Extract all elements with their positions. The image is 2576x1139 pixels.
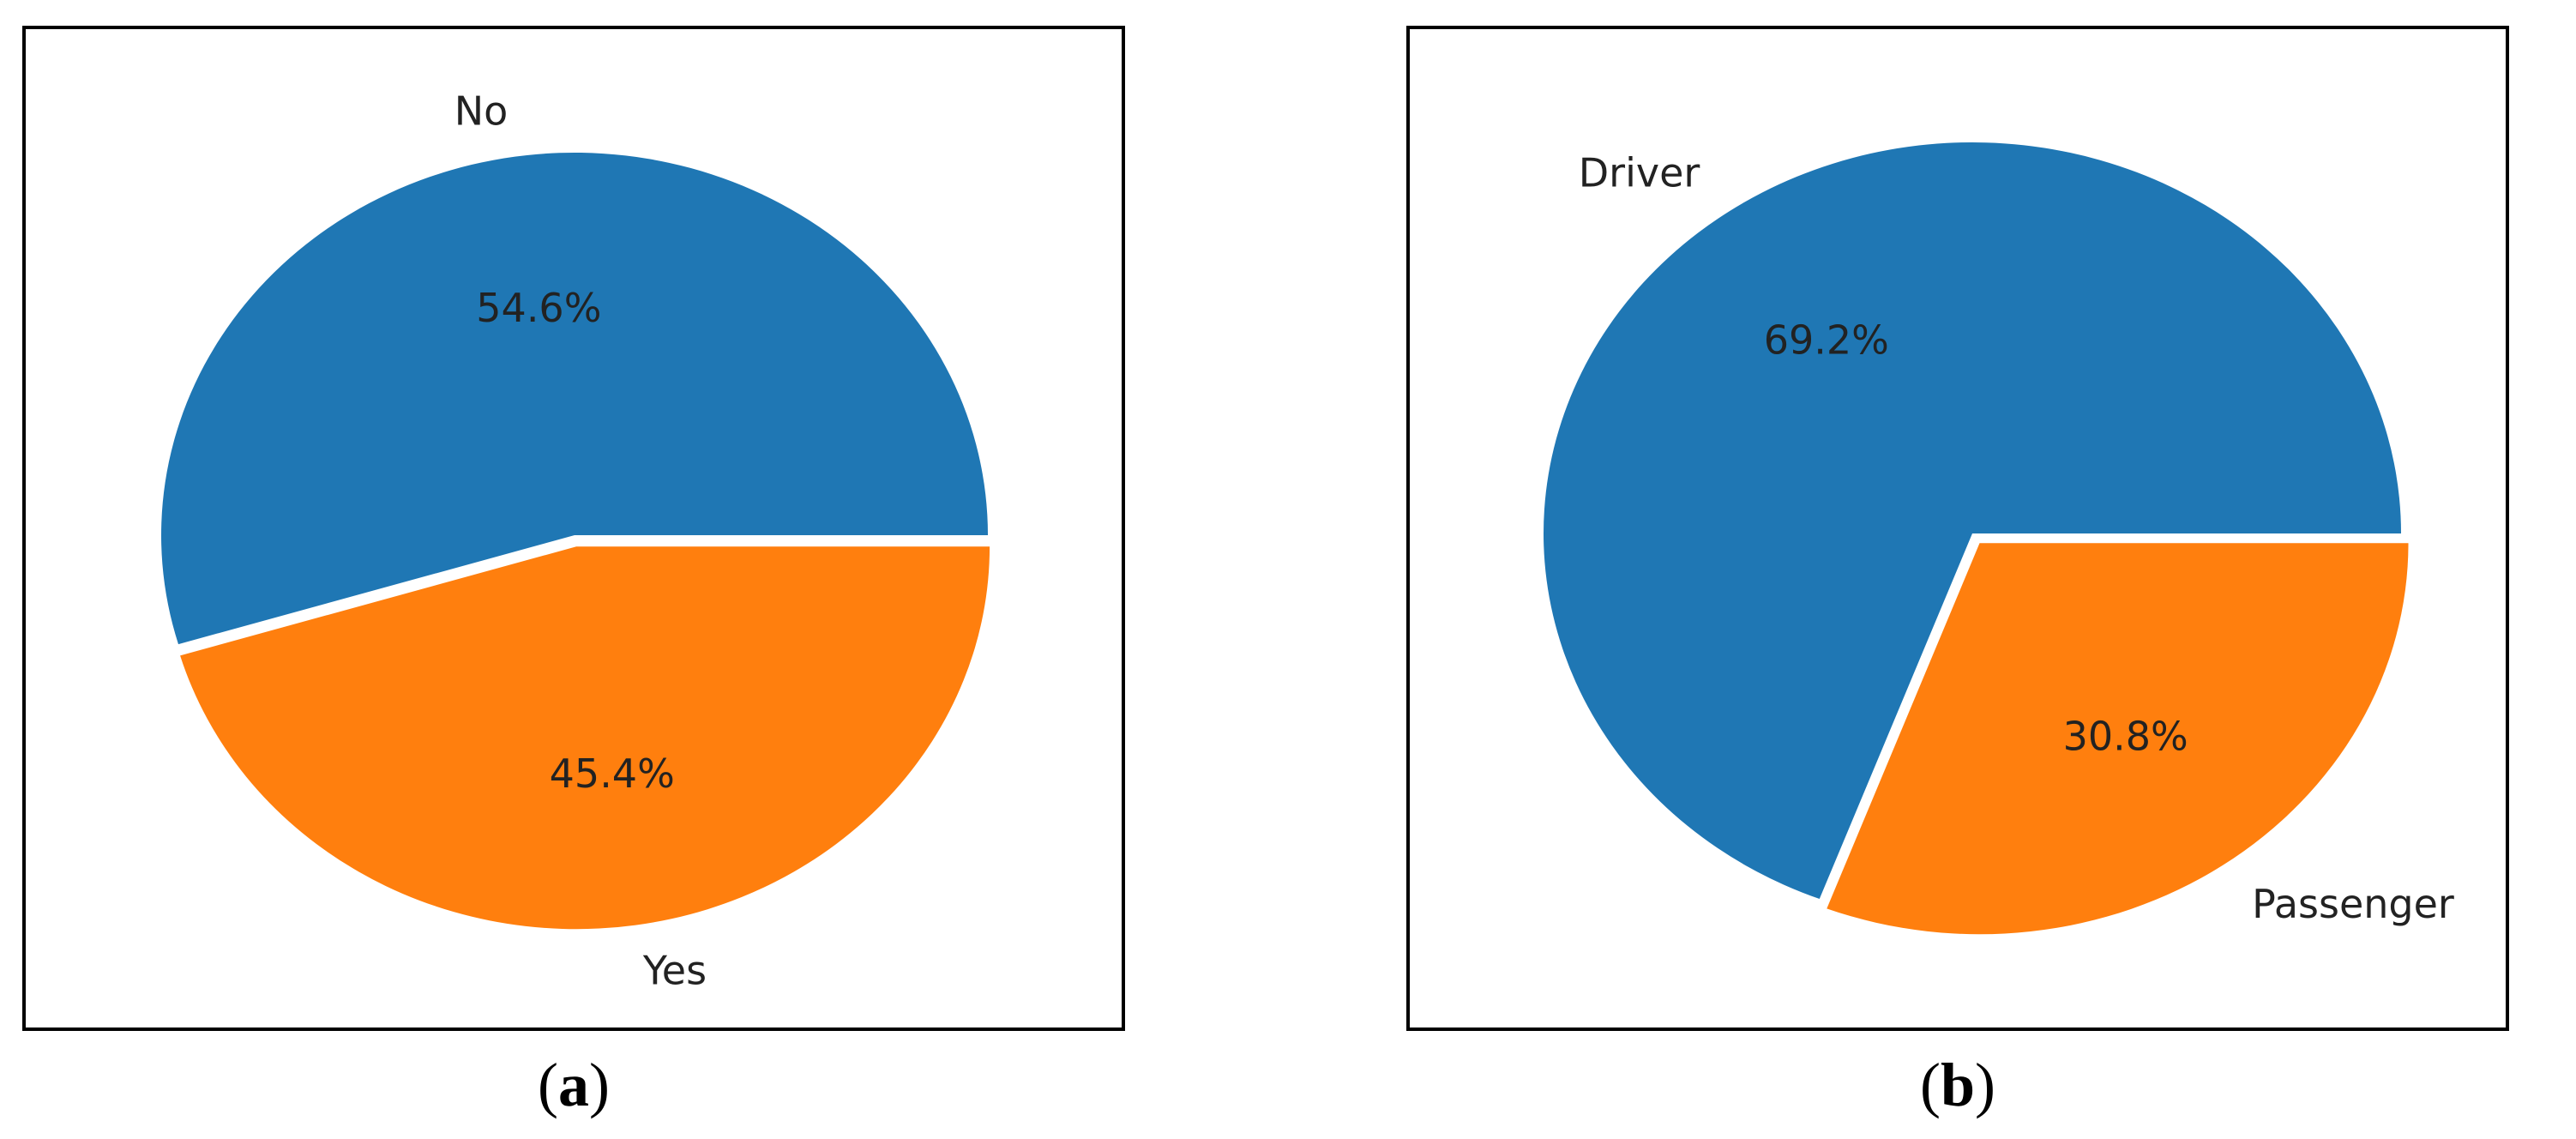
pie-pct-label-no: 54.6% <box>476 285 601 331</box>
panel-caption-b-letter: b <box>1940 1051 1976 1119</box>
panel-caption-b: (b) <box>1919 1051 1995 1119</box>
pie-pct-label-passenger: 30.8% <box>2063 714 2188 760</box>
pie-pct-label-yes: 45.4% <box>550 750 675 797</box>
pie-slice-yes <box>180 546 990 930</box>
pie-chart-a: 54.6% No 45.4% Yes <box>161 88 990 994</box>
pie-slice-driver <box>1544 142 2401 900</box>
pie-chart-panel-b: 69.2% Driver 30.8% Passenger <box>1406 26 2509 1031</box>
pie-slice-no <box>161 153 988 645</box>
pie-pct-label-driver: 69.2% <box>1764 317 1889 364</box>
pie-chart-panel-a: 54.6% No 45.4% Yes <box>22 26 1125 1031</box>
pie-category-label-no: No <box>454 88 509 135</box>
panel-caption-a: (a) <box>538 1051 610 1119</box>
pie-chart-b: 69.2% Driver 30.8% Passenger <box>1544 142 2454 935</box>
panel-caption-a-letter: a <box>558 1051 589 1119</box>
pie-category-label-driver: Driver <box>1579 149 1700 196</box>
pie-category-label-yes: Yes <box>642 948 707 994</box>
pie-slice-passenger <box>1827 543 2409 935</box>
pie-category-label-passenger: Passenger <box>2252 881 2454 927</box>
